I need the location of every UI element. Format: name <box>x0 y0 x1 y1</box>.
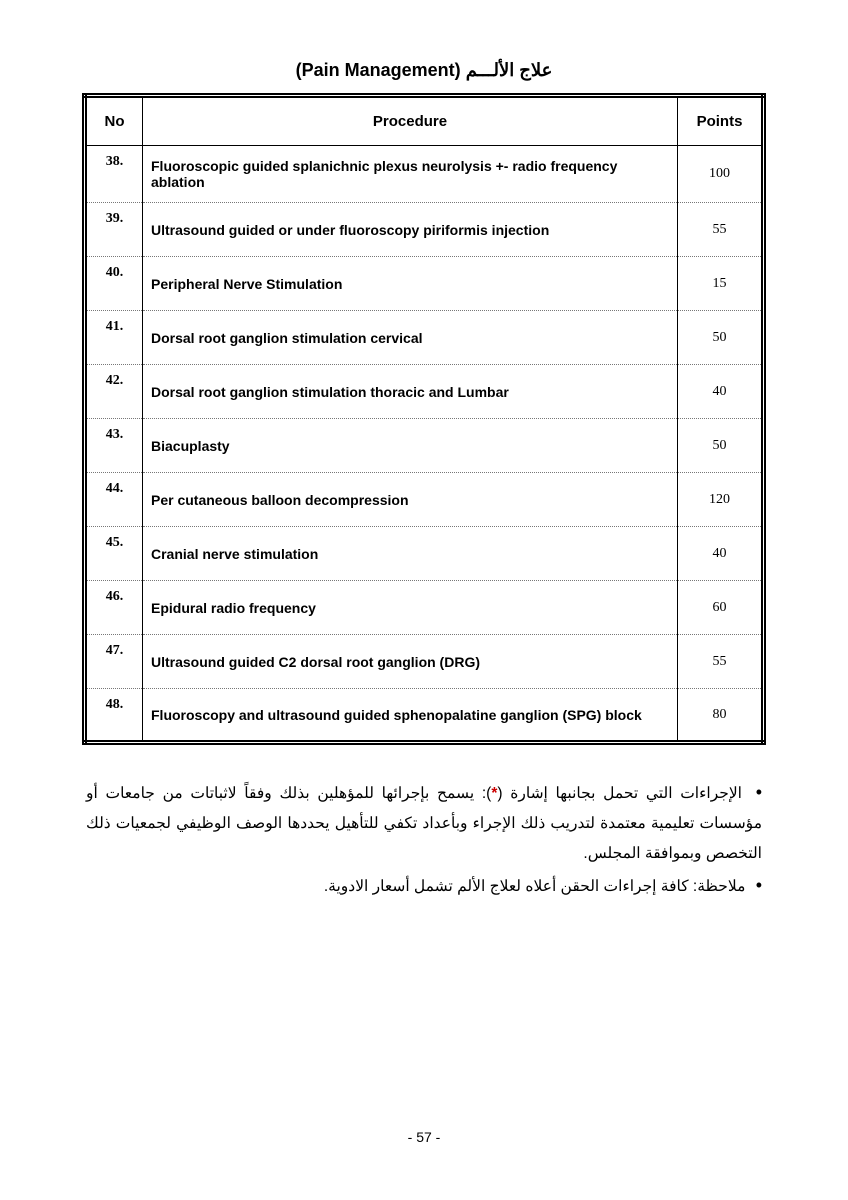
cell-procedure: Dorsal root ganglion stimulation cervica… <box>143 311 678 365</box>
table-row: 42.Dorsal root ganglion stimulation thor… <box>85 365 764 419</box>
table-row: 47.Ultrasound guided C2 dorsal root gang… <box>85 635 764 689</box>
cell-points: 60 <box>678 581 764 635</box>
title-en: (Pain Management) <box>296 60 461 80</box>
table-row: 48.Fluoroscopy and ultrasound guided sph… <box>85 689 764 743</box>
cell-points: 55 <box>678 203 764 257</box>
note-item-2: ملاحظة: كافة إجراءات الحقن أعلاه لعلاج ا… <box>86 868 762 902</box>
cell-points: 15 <box>678 257 764 311</box>
header-procedure: Procedure <box>143 96 678 146</box>
table-row: 44.Per cutaneous balloon decompression12… <box>85 473 764 527</box>
cell-no: 47. <box>85 635 143 689</box>
cell-procedure: Ultrasound guided or under fluoroscopy p… <box>143 203 678 257</box>
table-header-row: No Procedure Points <box>85 96 764 146</box>
cell-no: 43. <box>85 419 143 473</box>
page-container: (Pain Management) علاج الألـــم No Proce… <box>0 0 848 902</box>
table-row: 40.Peripheral Nerve Stimulation15 <box>85 257 764 311</box>
cell-procedure: Fluoroscopic guided splanichnic plexus n… <box>143 146 678 203</box>
table-row: 41.Dorsal root ganglion stimulation cerv… <box>85 311 764 365</box>
cell-points: 100 <box>678 146 764 203</box>
title-ar: علاج الألـــم <box>466 60 553 80</box>
cell-no: 48. <box>85 689 143 743</box>
cell-procedure: Cranial nerve stimulation <box>143 527 678 581</box>
cell-no: 45. <box>85 527 143 581</box>
cell-procedure: Biacuplasty <box>143 419 678 473</box>
cell-no: 46. <box>85 581 143 635</box>
cell-points: 40 <box>678 527 764 581</box>
cell-points: 40 <box>678 365 764 419</box>
cell-procedure: Epidural radio frequency <box>143 581 678 635</box>
cell-points: 50 <box>678 311 764 365</box>
page-title: (Pain Management) علاج الألـــم <box>82 60 766 81</box>
header-no: No <box>85 96 143 146</box>
table-row: 45.Cranial nerve stimulation40 <box>85 527 764 581</box>
header-points: Points <box>678 96 764 146</box>
cell-points: 80 <box>678 689 764 743</box>
cell-points: 55 <box>678 635 764 689</box>
procedures-table: No Procedure Points 38.Fluoroscopic guid… <box>82 93 766 745</box>
cell-procedure: Peripheral Nerve Stimulation <box>143 257 678 311</box>
cell-no: 38. <box>85 146 143 203</box>
notes-section: الإجراءات التي تحمل بجانبها إشارة (*): ي… <box>82 775 766 902</box>
page-number: - 57 - <box>0 1129 848 1145</box>
cell-procedure: Dorsal root ganglion stimulation thoraci… <box>143 365 678 419</box>
table-row: 43.Biacuplasty50 <box>85 419 764 473</box>
cell-no: 40. <box>85 257 143 311</box>
table-body: 38.Fluoroscopic guided splanichnic plexu… <box>85 146 764 743</box>
table-row: 39.Ultrasound guided or under fluoroscop… <box>85 203 764 257</box>
cell-procedure: Fluoroscopy and ultrasound guided spheno… <box>143 689 678 743</box>
note2-text: ملاحظة: كافة إجراءات الحقن أعلاه لعلاج ا… <box>324 878 746 895</box>
cell-points: 50 <box>678 419 764 473</box>
table-row: 46.Epidural radio frequency60 <box>85 581 764 635</box>
cell-no: 41. <box>85 311 143 365</box>
cell-no: 42. <box>85 365 143 419</box>
note-item-1: الإجراءات التي تحمل بجانبها إشارة (*): ي… <box>86 775 762 868</box>
cell-no: 44. <box>85 473 143 527</box>
cell-procedure: Per cutaneous balloon decompression <box>143 473 678 527</box>
cell-points: 120 <box>678 473 764 527</box>
table-row: 38.Fluoroscopic guided splanichnic plexu… <box>85 146 764 203</box>
note1-before: الإجراءات التي تحمل بجانبها إشارة ( <box>497 785 742 802</box>
cell-procedure: Ultrasound guided C2 dorsal root ganglio… <box>143 635 678 689</box>
cell-no: 39. <box>85 203 143 257</box>
